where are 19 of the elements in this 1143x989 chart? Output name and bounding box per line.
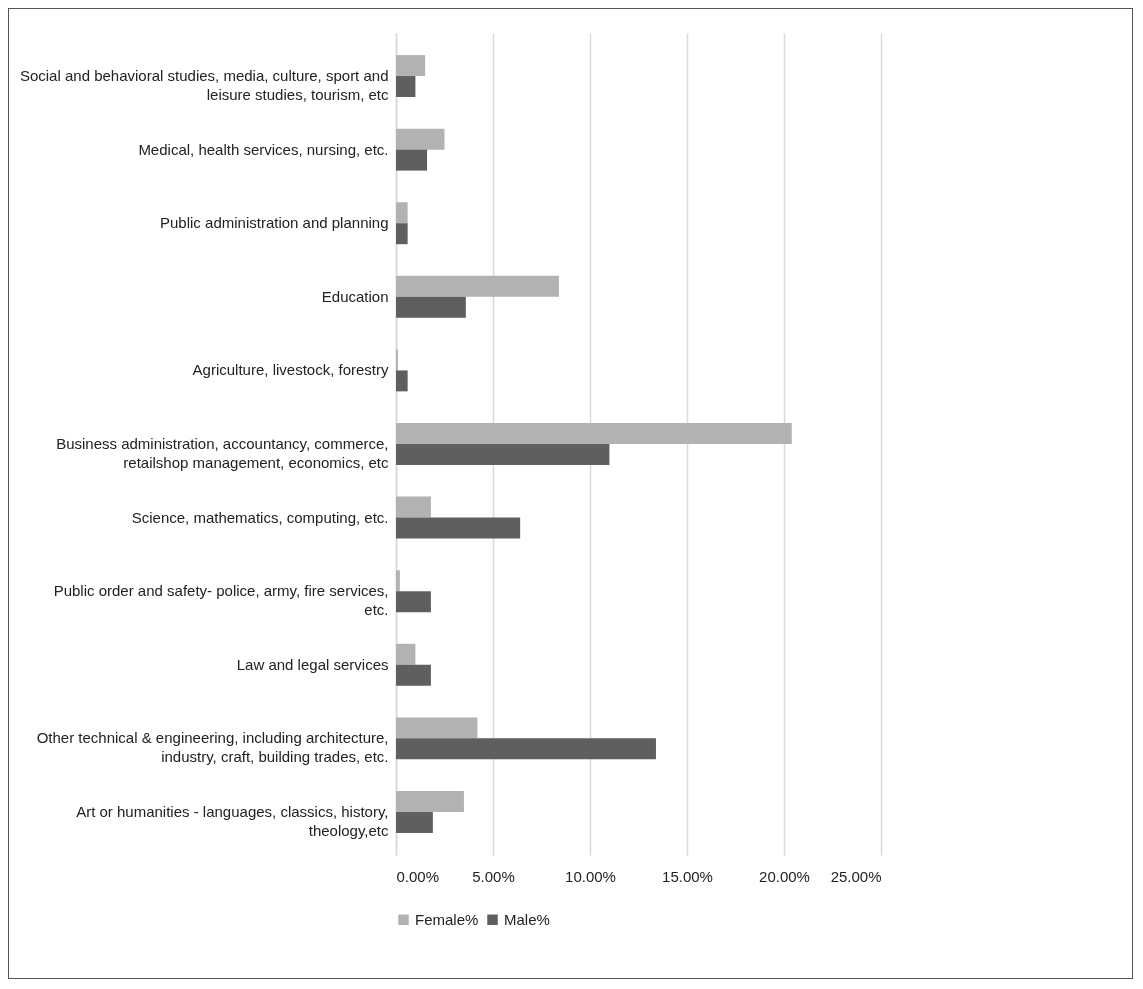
x-tick-label: 25.00% [830, 867, 882, 885]
x-tick-label: 20.00% [759, 867, 810, 885]
x-tick-label: 10.00% [565, 867, 616, 885]
y-tick-label: Science, mathematics, computing, etc. [131, 508, 389, 526]
y-tick-label: Other technical & engineering, including architecture, industry, craft, building trades, etc. [36, 729, 389, 766]
y-tick-label: Business administration, accountancy, commerce, retailshop management, economics, etc [56, 435, 389, 471]
y-tick-label: Public administration and planning [160, 214, 389, 232]
y-tick-label: Agriculture, livestock, forestry [192, 361, 389, 379]
y-tick-label: Art or humanities - languages, classics, history, theology,etc [76, 802, 389, 839]
y-tick-label: Public order and safety- police, army, fire services, etc. [53, 582, 389, 619]
y-tick-label: Education [321, 287, 389, 305]
y-tick-label: Law and legal services [236, 655, 389, 673]
legend-label: Female% [415, 910, 479, 928]
legend-label: Male% [504, 910, 550, 928]
x-tick-label: 0.00% [396, 867, 440, 885]
y-tick-label: Social and behavioral studies, media, culture, sport and leisure studies, tourism, etc [19, 67, 389, 104]
x-tick-label: 15.00% [662, 867, 713, 885]
y-tick-label: Medical, health services, nursing, etc. [138, 140, 389, 158]
x-tick-label: 5.00% [472, 867, 515, 885]
